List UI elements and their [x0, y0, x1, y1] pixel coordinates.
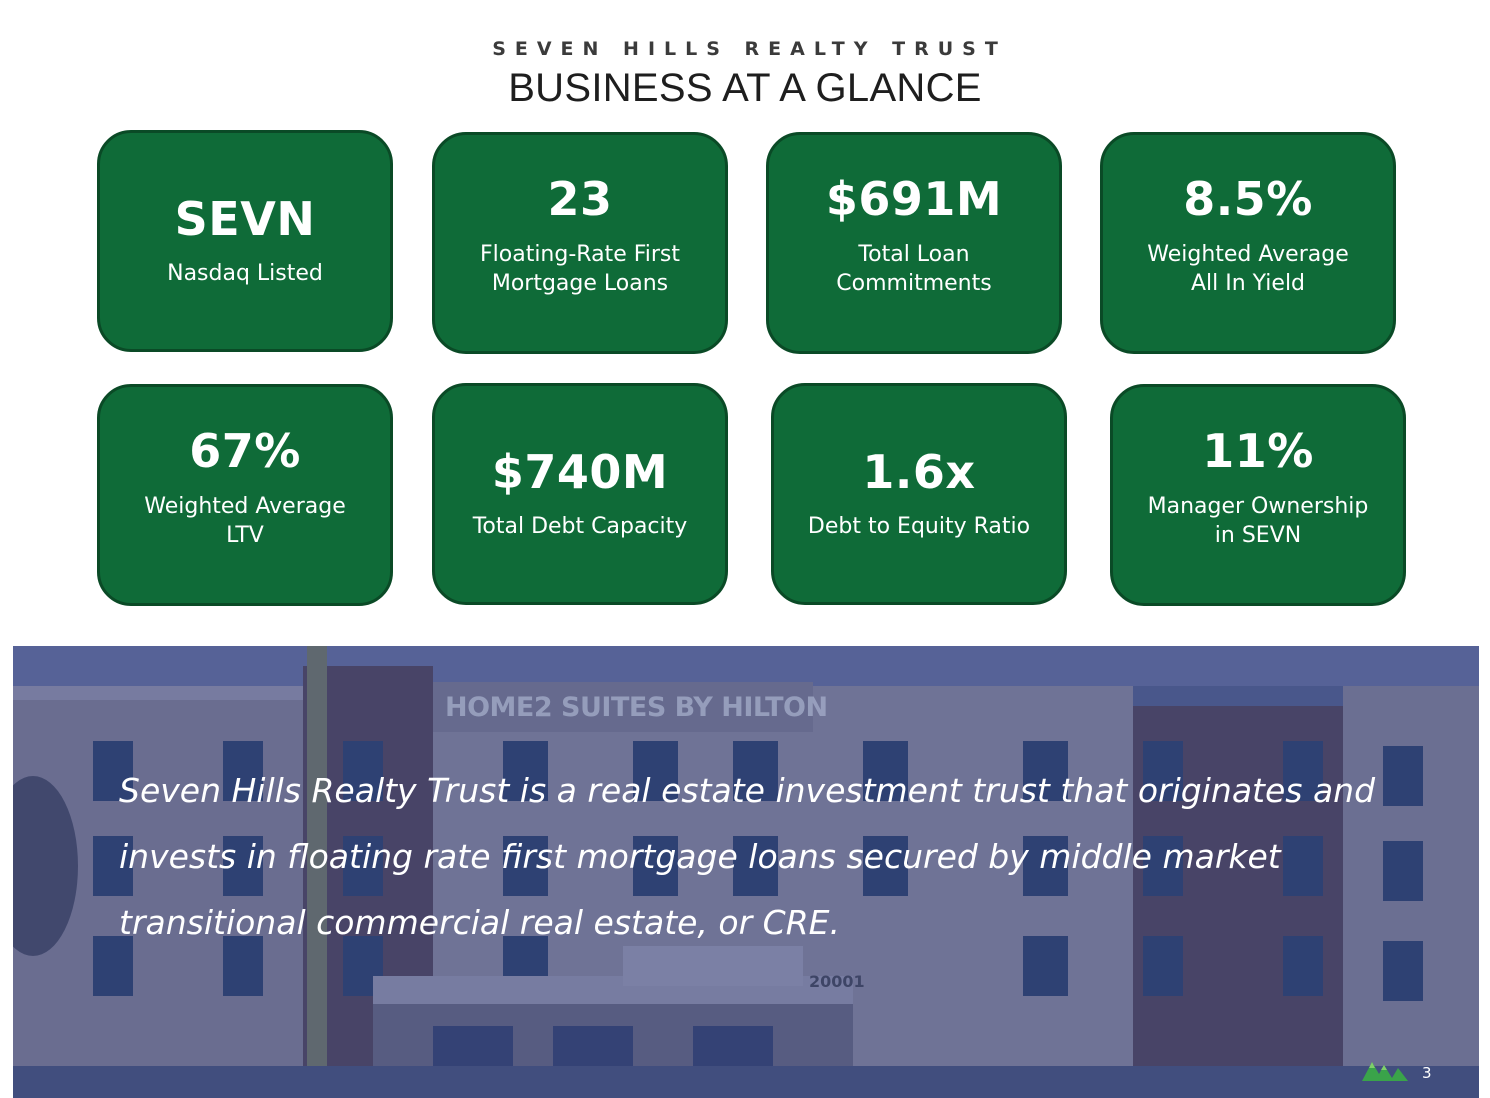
page-title: BUSINESS AT A GLANCE — [508, 66, 982, 110]
metric-label: Total Debt Capacity — [472, 513, 688, 539]
metric-label: Weighted Average LTV — [144, 494, 346, 549]
metric-label: Debt to Equity Ratio — [807, 513, 1031, 539]
metric-card-manager-ownership: 11% Manager Ownership in SEVN — [1110, 384, 1406, 606]
metric-label: Total Loan Commitments — [836, 242, 992, 297]
metric-value: 23 — [547, 171, 613, 226]
metric-card-debt-capacity: $740M Total Debt Capacity — [432, 383, 728, 605]
metric-label: Nasdaq Listed — [167, 260, 323, 286]
metric-value: 8.5% — [1183, 171, 1313, 226]
blue-tint-overlay — [13, 646, 1479, 1098]
metric-value: 11% — [1202, 423, 1314, 478]
seven-hills-logo-icon — [1362, 1062, 1408, 1081]
metric-card-ltv: 67% Weighted Average LTV — [97, 384, 393, 606]
metric-value: $740M — [491, 445, 669, 500]
company-description: Seven Hills Realty Trust is a real estat… — [119, 771, 1376, 942]
metric-value: 1.6x — [862, 445, 976, 500]
hotel-photo-banner: HOME2 SUITES BY HILTON 20001 Seven Hills… — [13, 646, 1479, 1098]
company-name-eyebrow: SEVEN HILLS REALTY TRUST — [492, 38, 1007, 60]
metric-label: Floating-Rate First Mortgage Loans — [479, 242, 681, 297]
metric-card-commitments: $691M Total Loan Commitments — [766, 132, 1062, 354]
hotel-sign-text: HOME2 SUITES BY HILTON — [445, 692, 828, 723]
metric-value: $691M — [825, 171, 1003, 226]
metric-card-loans: 23 Floating-Rate First Mortgage Loans — [432, 132, 728, 354]
building-address-number: 20001 — [809, 972, 865, 991]
metric-card-ticker: SEVN Nasdaq Listed — [97, 130, 393, 352]
metric-label: Weighted Average All In Yield — [1147, 242, 1349, 297]
metric-card-debt-equity: 1.6x Debt to Equity Ratio — [771, 383, 1067, 605]
metric-value: SEVN — [174, 192, 316, 247]
metric-card-yield: 8.5% Weighted Average All In Yield — [1100, 132, 1396, 354]
metric-label: Manager Ownership in SEVN — [1147, 494, 1369, 549]
page-number: 3 — [1422, 1064, 1432, 1082]
metric-value: 67% — [189, 423, 301, 478]
